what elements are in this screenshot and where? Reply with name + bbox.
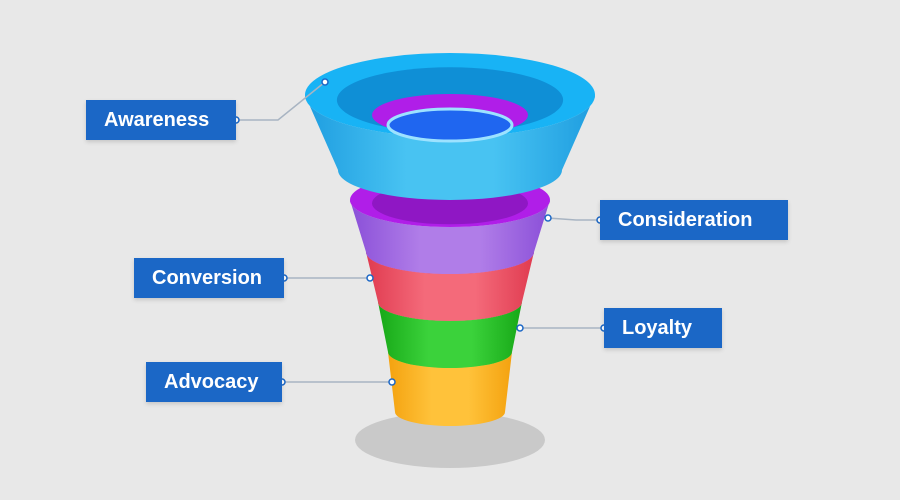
label-text-consideration: Consideration [618,209,752,232]
connector-dot-consideration-b [545,215,551,221]
connector-dot-awareness-b [322,79,328,85]
label-conversion: Conversion [134,258,284,298]
funnel-deep-ring [388,109,512,141]
label-loyalty: Loyalty [604,308,722,348]
label-awareness: Awareness [86,100,236,140]
connector-consideration [548,218,600,220]
label-advocacy: Advocacy [146,362,282,402]
connector-dot-conversion-b [367,275,373,281]
label-text-awareness: Awareness [104,109,209,132]
label-consideration: Consideration [600,200,788,240]
connector-dot-loyalty-b [517,325,523,331]
label-text-conversion: Conversion [152,267,262,290]
label-text-loyalty: Loyalty [622,317,692,340]
funnel-svg [0,0,900,500]
funnel-diagram: Awareness Consideration Conversion Loyalty A… [0,0,900,500]
connector-dot-advocacy-b [389,379,395,385]
label-text-advocacy: Advocacy [164,371,259,394]
